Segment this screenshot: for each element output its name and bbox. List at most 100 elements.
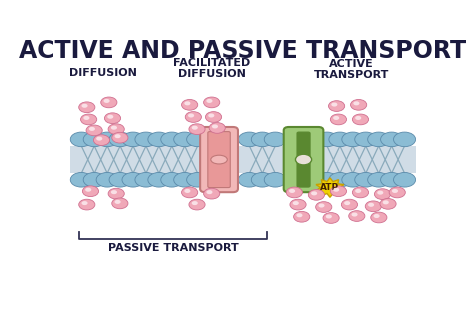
Circle shape: [292, 201, 299, 205]
Circle shape: [368, 203, 374, 207]
Circle shape: [109, 173, 131, 187]
Circle shape: [331, 102, 337, 106]
Circle shape: [187, 173, 209, 187]
Circle shape: [204, 188, 220, 199]
Circle shape: [355, 132, 377, 147]
Circle shape: [101, 97, 117, 108]
Circle shape: [355, 173, 377, 187]
Text: ACTIVE
TRANSPORT: ACTIVE TRANSPORT: [314, 59, 389, 80]
FancyBboxPatch shape: [200, 127, 238, 192]
Circle shape: [81, 114, 97, 125]
Circle shape: [184, 101, 191, 105]
Circle shape: [328, 101, 345, 112]
Circle shape: [161, 132, 183, 147]
Circle shape: [182, 100, 198, 110]
Circle shape: [344, 201, 350, 205]
Circle shape: [70, 173, 92, 187]
Circle shape: [135, 132, 157, 147]
Circle shape: [96, 132, 118, 147]
Circle shape: [368, 173, 390, 187]
Text: ATP: ATP: [320, 183, 339, 192]
Circle shape: [111, 126, 117, 130]
Circle shape: [365, 201, 382, 212]
Circle shape: [96, 173, 118, 187]
Circle shape: [191, 126, 198, 130]
Ellipse shape: [211, 155, 228, 164]
Circle shape: [351, 100, 367, 110]
Circle shape: [115, 134, 121, 138]
Circle shape: [352, 114, 369, 125]
Circle shape: [182, 187, 198, 198]
Circle shape: [264, 132, 286, 147]
Circle shape: [308, 190, 325, 200]
Circle shape: [104, 113, 120, 124]
Circle shape: [184, 189, 191, 193]
Circle shape: [135, 173, 157, 187]
Text: FACILITATED
DIFFUSION: FACILITATED DIFFUSION: [173, 58, 250, 79]
Circle shape: [89, 127, 95, 131]
Circle shape: [380, 198, 396, 209]
Circle shape: [393, 132, 416, 147]
Circle shape: [112, 132, 128, 143]
Circle shape: [188, 113, 194, 118]
Circle shape: [251, 132, 273, 147]
Circle shape: [185, 112, 201, 122]
Circle shape: [355, 116, 361, 120]
Circle shape: [290, 199, 306, 210]
Circle shape: [103, 99, 109, 103]
Circle shape: [329, 173, 351, 187]
Circle shape: [107, 115, 113, 119]
Circle shape: [189, 124, 205, 135]
Circle shape: [79, 199, 95, 210]
FancyBboxPatch shape: [208, 131, 230, 188]
Circle shape: [333, 188, 339, 192]
Circle shape: [383, 200, 389, 204]
Polygon shape: [316, 178, 344, 197]
Circle shape: [389, 187, 405, 198]
Circle shape: [122, 132, 144, 147]
Circle shape: [296, 213, 302, 217]
Circle shape: [342, 173, 364, 187]
Circle shape: [392, 189, 398, 193]
Circle shape: [83, 116, 90, 120]
Bar: [70, 146, 416, 173]
Circle shape: [333, 116, 339, 120]
Circle shape: [83, 173, 105, 187]
Circle shape: [289, 189, 295, 193]
Circle shape: [70, 132, 92, 147]
Circle shape: [79, 102, 95, 112]
Circle shape: [377, 191, 383, 195]
Circle shape: [212, 125, 218, 129]
Circle shape: [93, 135, 109, 145]
Circle shape: [187, 132, 209, 147]
Circle shape: [208, 113, 214, 118]
Circle shape: [82, 104, 88, 108]
Circle shape: [295, 154, 311, 165]
Circle shape: [112, 198, 128, 209]
Circle shape: [173, 132, 196, 147]
Circle shape: [329, 132, 351, 147]
Circle shape: [161, 173, 183, 187]
Circle shape: [368, 132, 390, 147]
Circle shape: [352, 187, 369, 198]
Circle shape: [108, 124, 124, 135]
Circle shape: [109, 132, 131, 147]
Circle shape: [209, 123, 225, 133]
Circle shape: [189, 199, 205, 210]
Circle shape: [319, 204, 325, 208]
Circle shape: [264, 173, 286, 187]
Circle shape: [323, 213, 339, 223]
Circle shape: [342, 132, 364, 147]
Circle shape: [316, 202, 332, 212]
Circle shape: [111, 190, 117, 194]
Circle shape: [96, 137, 102, 141]
Text: ACTIVE AND PASSIVE TRANSPORT: ACTIVE AND PASSIVE TRANSPORT: [19, 39, 466, 63]
Circle shape: [393, 173, 416, 187]
Circle shape: [330, 114, 346, 125]
Circle shape: [355, 189, 361, 193]
Circle shape: [381, 132, 402, 147]
Circle shape: [349, 211, 365, 222]
Circle shape: [374, 189, 391, 199]
Circle shape: [316, 132, 338, 147]
Circle shape: [374, 214, 380, 218]
